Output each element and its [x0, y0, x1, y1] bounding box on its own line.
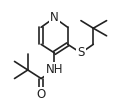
Text: NH: NH: [46, 63, 63, 76]
Text: O: O: [37, 88, 46, 101]
Text: N: N: [50, 11, 59, 24]
Text: S: S: [77, 46, 85, 59]
